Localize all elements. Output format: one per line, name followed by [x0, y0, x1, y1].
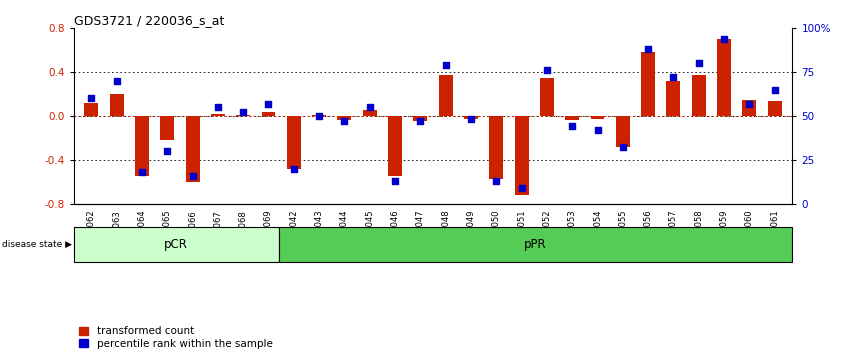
Bar [768, 101, 782, 116]
Text: GDS3721 / 220036_s_at: GDS3721 / 220036_s_at [74, 14, 224, 27]
Text: pPR: pPR [525, 238, 547, 251]
Text: disease state ▶: disease state ▶ [2, 240, 72, 249]
Bar [413, 116, 427, 121]
Point [338, 118, 352, 124]
Bar [439, 75, 453, 116]
Point [641, 46, 655, 52]
Point [287, 166, 301, 171]
Point [717, 36, 731, 42]
Bar [279, 227, 792, 262]
Bar [110, 94, 124, 116]
Point [439, 62, 453, 68]
Point [742, 101, 756, 107]
Bar [692, 75, 706, 116]
Text: pCR: pCR [165, 238, 188, 251]
Point [185, 173, 199, 178]
Point [464, 116, 478, 122]
Bar [540, 78, 554, 116]
Point [667, 75, 681, 80]
Point [135, 169, 149, 175]
Point [363, 104, 377, 110]
Bar [236, 115, 250, 116]
Point [413, 118, 427, 124]
Point [514, 185, 528, 190]
Bar [616, 116, 630, 147]
Point [692, 61, 706, 66]
Point [565, 124, 579, 129]
Bar [717, 39, 731, 116]
Bar [211, 114, 225, 116]
Point [768, 87, 782, 92]
Bar [565, 116, 579, 120]
Bar [74, 227, 279, 262]
Bar [338, 116, 352, 120]
Point [84, 96, 98, 101]
Point [540, 68, 554, 73]
Point [110, 78, 124, 84]
Point [388, 178, 402, 184]
Legend: transformed count, percentile rank within the sample: transformed count, percentile rank withi… [79, 326, 273, 349]
Point [616, 145, 630, 150]
Bar [84, 103, 98, 116]
Bar [464, 116, 478, 119]
Point [160, 148, 174, 154]
Bar [185, 116, 199, 182]
Bar [667, 81, 681, 116]
Point [236, 110, 250, 115]
Bar [591, 116, 604, 119]
Bar [388, 116, 402, 176]
Point [489, 178, 503, 184]
Point [312, 113, 326, 119]
Bar [135, 116, 149, 176]
Bar [160, 116, 174, 140]
Bar [489, 116, 503, 179]
Bar [742, 99, 756, 116]
Bar [312, 115, 326, 116]
Point [262, 101, 275, 107]
Bar [287, 116, 301, 169]
Bar [363, 110, 377, 116]
Bar [514, 116, 528, 195]
Bar [641, 52, 655, 116]
Point [211, 104, 225, 110]
Point [591, 127, 604, 133]
Bar [262, 112, 275, 116]
